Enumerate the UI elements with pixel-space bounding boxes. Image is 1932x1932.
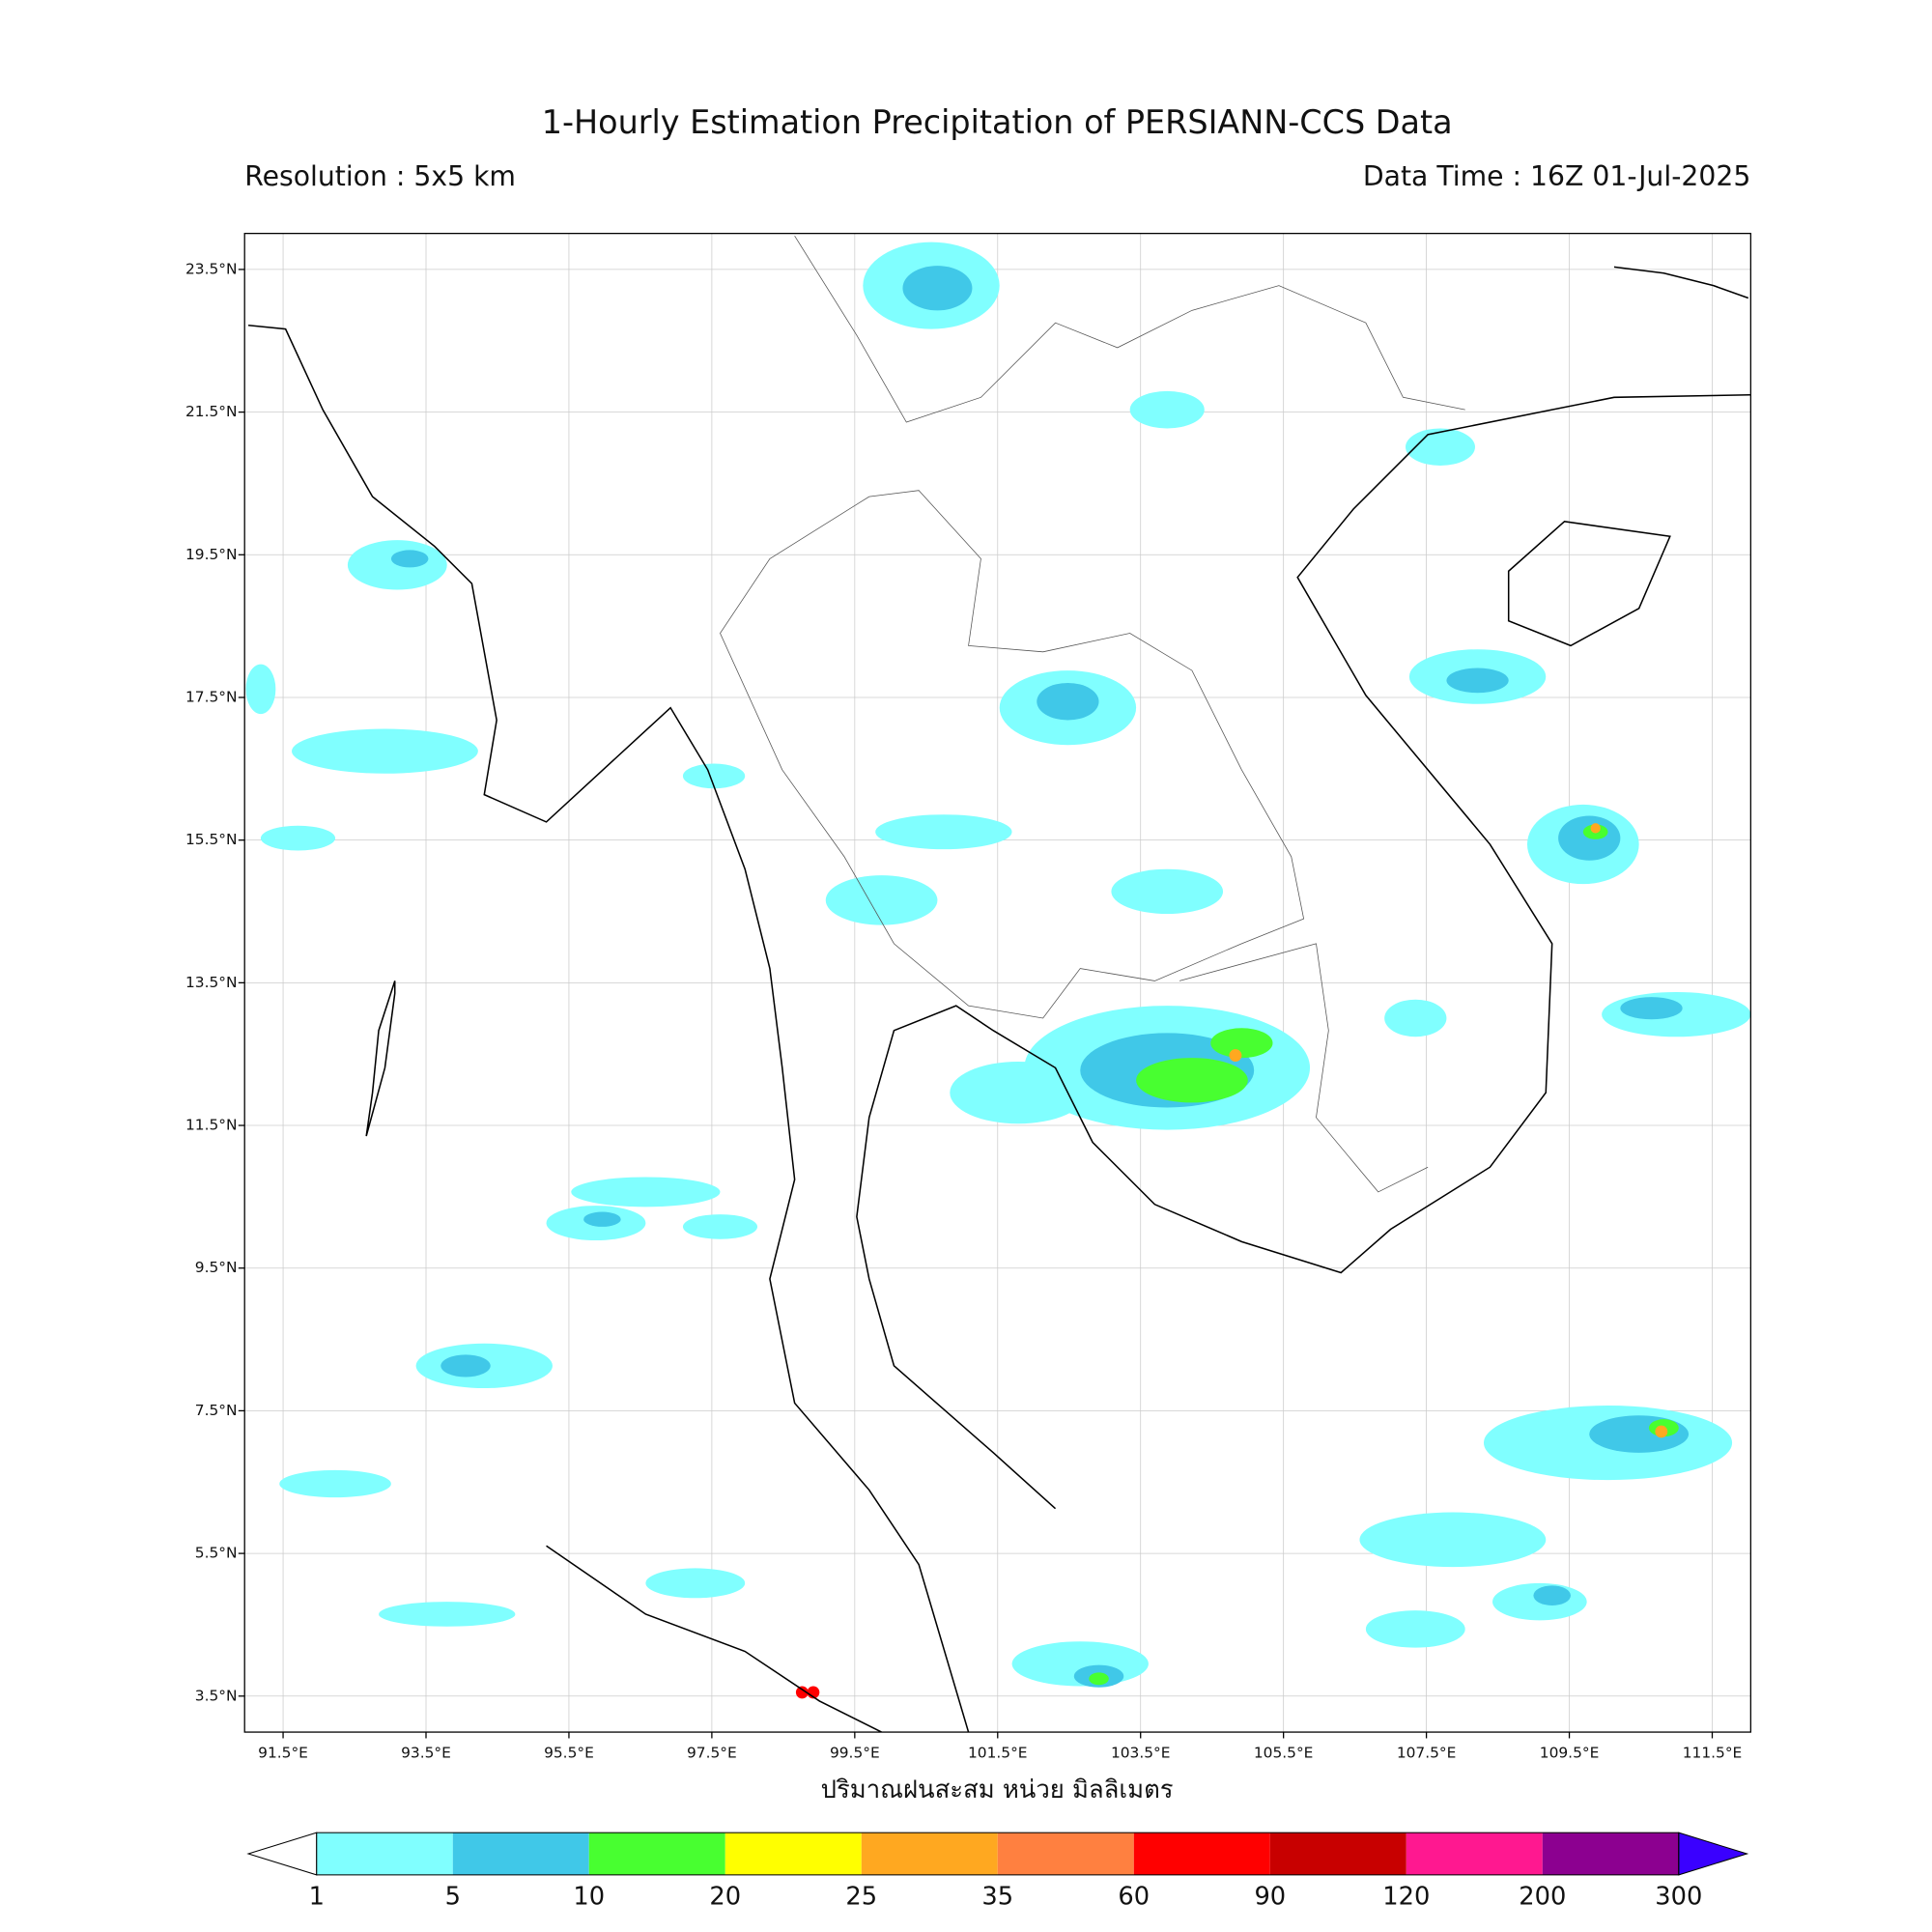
- lat-label: 15.5°N: [185, 831, 238, 848]
- colorbar-segment: [316, 1833, 453, 1875]
- lon-label: 109.5°E: [1540, 1744, 1600, 1761]
- colorbar-label: 10: [573, 1883, 605, 1912]
- lat-label: 13.5°N: [185, 974, 238, 991]
- colorbar-label: 200: [1519, 1883, 1566, 1912]
- colorbar-label: 25: [845, 1883, 877, 1912]
- colorbar-over: [1678, 1832, 1749, 1876]
- colorbar-segment: [1542, 1833, 1679, 1875]
- colorbar-segment: [588, 1833, 725, 1875]
- grid: 23.5°N 21.5°N 19.5°N 17.5°N 15.5°N 13.5°N 11.5…: [185, 233, 1751, 1761]
- lat-label: 7.5°N: [195, 1402, 238, 1419]
- colorbar-label: 1: [309, 1883, 325, 1912]
- lon-label: 95.5°E: [544, 1744, 594, 1761]
- lon-label: 111.5°E: [1683, 1744, 1743, 1761]
- colorbar-segment: [1133, 1833, 1270, 1875]
- colorbar-segment: [1269, 1833, 1406, 1875]
- colorbar-label: 90: [1254, 1883, 1286, 1912]
- colorbar-label: 300: [1655, 1883, 1702, 1912]
- lon-label: 93.5°E: [401, 1744, 451, 1761]
- lon-label: 91.5°E: [258, 1744, 308, 1761]
- colorbar-outline: [316, 1832, 1680, 1876]
- colorbar-label: 5: [445, 1883, 461, 1912]
- title: 1-Hourly Estimation Precipitation of PER…: [542, 103, 1453, 141]
- colorbar-segment: [997, 1833, 1134, 1875]
- lon-label: 101.5°E: [968, 1744, 1028, 1761]
- lon-label: 103.5°E: [1111, 1744, 1171, 1761]
- colorbar-segment: [861, 1833, 998, 1875]
- axis-label: ปริมาณฝนสะสม หน่วย มิลลิเมตร: [821, 1776, 1174, 1804]
- map-frame: [243, 233, 1751, 1733]
- rain: [245, 242, 1751, 1699]
- lat-label: 19.5°N: [185, 546, 238, 563]
- colorbar-segment: [724, 1833, 862, 1875]
- map: [245, 236, 1751, 1733]
- lon-label: 97.5°E: [687, 1744, 737, 1761]
- lon-label: 107.5°E: [1397, 1744, 1457, 1761]
- resolution: Resolution : 5x5 km: [244, 160, 516, 192]
- colorbar-label: 60: [1118, 1883, 1150, 1912]
- colorbar-label: 120: [1382, 1883, 1430, 1912]
- lat-label: 3.5°N: [195, 1687, 238, 1704]
- lat-label: 9.5°N: [195, 1259, 238, 1276]
- lat-label: 5.5°N: [195, 1545, 238, 1562]
- colorbar-segment: [1406, 1833, 1543, 1875]
- coastline: [247, 236, 1751, 1733]
- lat-label: 21.5°N: [185, 403, 238, 420]
- lat-label: 23.5°N: [185, 260, 238, 277]
- colorbar: 1 5 10 20 25 35 60 90 120 200 300: [246, 1832, 1749, 1912]
- lat-label: 17.5°N: [185, 688, 238, 705]
- data-time: Data Time : 16Z 01-Jul-2025: [1363, 160, 1750, 192]
- colorbar-under: [246, 1832, 318, 1876]
- colorbar-segment: [452, 1833, 589, 1875]
- colorbar-label: 35: [981, 1883, 1013, 1912]
- colorbar-label: 20: [709, 1883, 741, 1912]
- lat-label: 11.5°N: [185, 1117, 238, 1134]
- lon-label: 105.5°E: [1254, 1744, 1314, 1761]
- lon-label: 99.5°E: [830, 1744, 880, 1761]
